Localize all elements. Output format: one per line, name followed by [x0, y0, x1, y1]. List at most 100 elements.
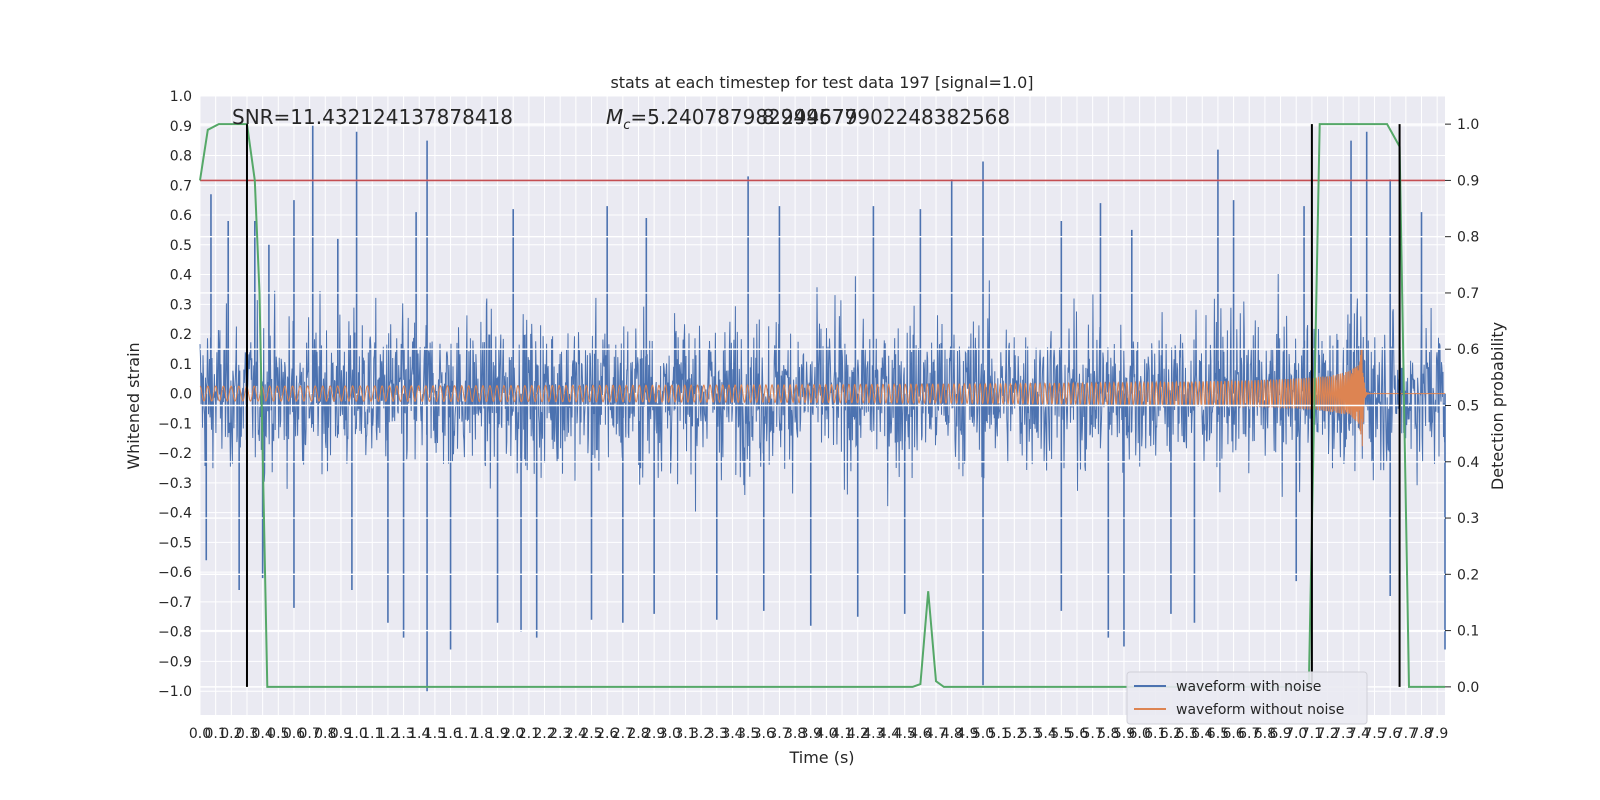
x-tick-label: 4.4: [878, 726, 900, 742]
x-axis-label: Time (s): [788, 748, 854, 767]
x-tick-label: 6.3: [1175, 726, 1197, 742]
x-tick-label: 7.9: [1426, 726, 1448, 742]
x-tick-label: 5.1: [988, 726, 1010, 742]
left-tick-label: −1.0: [158, 684, 192, 700]
x-tick-label: 1.4: [408, 726, 430, 742]
x-tick-label: 0.6: [283, 726, 305, 742]
x-tick-label: 6.0: [1128, 726, 1150, 742]
right-tick-labels: 1.0 0.9 0.8 0.7 0.6 0.5 0.4 0.3 0.2 0.1 0.0: [1445, 117, 1479, 696]
x-tick-label: 6.4: [1191, 726, 1213, 742]
x-tick-label: 3.4: [721, 726, 743, 742]
x-tick-label: 1.2: [377, 726, 399, 742]
left-tick-label: −0.4: [158, 506, 192, 522]
x-tick-label: 2.0: [502, 726, 524, 742]
chart-title: stats at each timestep for test data 197…: [610, 73, 1033, 92]
x-tick-label: 3.8: [784, 726, 806, 742]
left-tick-label: 0.9: [170, 119, 192, 135]
left-tick-label: 0.8: [170, 149, 192, 165]
x-tick-label: 5.4: [1035, 726, 1057, 742]
right-tick-label: 1.0: [1457, 117, 1479, 133]
x-tick-label: 2.1: [518, 726, 540, 742]
x-tick-label: 7.0: [1285, 726, 1307, 742]
left-tick-label: 0.5: [170, 238, 192, 254]
x-tick-label: 3.9: [800, 726, 822, 742]
x-tick-label: 2.2: [533, 726, 555, 742]
x-tick-label: 5.7: [1082, 726, 1104, 742]
left-tick-label: −0.7: [158, 595, 192, 611]
right-tick-label: 0.9: [1457, 173, 1479, 189]
x-tick-label: 3.3: [706, 726, 728, 742]
x-tick-label: 0.8: [314, 726, 336, 742]
x-tick-label: 7.1: [1301, 726, 1323, 742]
chirp-mass-overlap-annotation: 8.294579902248382568: [762, 105, 1010, 129]
x-tick-label: 1.1: [361, 726, 383, 742]
x-tick-label: 4.3: [862, 726, 884, 742]
chirp-mass-value: =5.240787982949677: [630, 105, 857, 129]
chirp-mass-symbol: M: [606, 105, 623, 129]
left-tick-labels: 1.0 0.9 0.8 0.7 0.6 0.5 0.4 0.3 0.2 0.1 0.0 −0.1 −0.…: [158, 89, 192, 700]
right-tick-label: 0.7: [1457, 286, 1479, 302]
left-tick-label: 0.4: [170, 268, 192, 284]
x-tick-label: 6.1: [1144, 726, 1166, 742]
x-tick-label: 3.0: [659, 726, 681, 742]
x-tick-label: 4.2: [847, 726, 869, 742]
x-tick-labels: 0.00.10.20.30.40.50.60.70.80.91.01.11.21…: [189, 726, 1448, 742]
x-tick-label: 3.2: [690, 726, 712, 742]
x-tick-label: 1.8: [471, 726, 493, 742]
left-tick-label: −0.6: [158, 565, 192, 581]
x-tick-label: 0.9: [330, 726, 352, 742]
x-tick-label: 4.0: [815, 726, 837, 742]
probability-line: [199, 123, 1445, 688]
x-tick-label: 0.0: [189, 726, 211, 742]
x-tick-label: 4.8: [941, 726, 963, 742]
x-tick-label: 3.7: [768, 726, 790, 742]
chirp-mass-subscript: c: [623, 118, 630, 133]
legend-entry-signal: waveform without noise: [1176, 702, 1344, 718]
legend-entry-noise: waveform with noise: [1176, 679, 1321, 695]
left-axis-label: Whitened strain: [124, 342, 143, 469]
x-tick-label: 1.6: [439, 726, 461, 742]
x-tick-label: 2.5: [580, 726, 602, 742]
x-tick-label: 6.9: [1269, 726, 1291, 742]
left-tick-label: 0.1: [170, 357, 192, 373]
right-tick-label: 0.2: [1457, 567, 1479, 583]
right-tick-label: 0.5: [1457, 399, 1479, 415]
x-tick-label: 4.9: [956, 726, 978, 742]
left-tick-label: −0.3: [158, 476, 192, 492]
x-tick-label: 4.5: [894, 726, 916, 742]
x-tick-label: 7.7: [1395, 726, 1417, 742]
x-tick-label: 6.8: [1254, 726, 1276, 742]
right-tick-label: 0.1: [1457, 624, 1479, 640]
x-tick-label: 5.0: [972, 726, 994, 742]
x-tick-label: 1.9: [486, 726, 508, 742]
probability-series: [199, 123, 1445, 688]
left-tick-label: −0.2: [158, 446, 192, 462]
x-tick-label: 2.4: [565, 726, 587, 742]
x-tick-label: 3.1: [674, 726, 696, 742]
left-tick-label: −0.5: [158, 535, 192, 551]
x-tick-label: 1.7: [455, 726, 477, 742]
chirp-mass-annotation: Mc=5.240787982949677: [606, 105, 857, 133]
x-tick-label: 6.6: [1222, 726, 1244, 742]
left-tick-label: 0.7: [170, 178, 192, 194]
detection-markers: [245, 124, 1401, 687]
right-axis-label: Detection probability: [1488, 322, 1507, 490]
snr-annotation: SNR=11.432124137878418: [232, 105, 513, 129]
x-tick-label: 7.6: [1379, 726, 1401, 742]
clean-waveform-line: [199, 348, 1445, 447]
x-tick-label: 0.7: [298, 726, 320, 742]
right-tick-label: 0.8: [1457, 230, 1479, 246]
left-tick-label: 0.6: [170, 208, 192, 224]
x-tick-label: 7.2: [1316, 726, 1338, 742]
x-tick-label: 7.4: [1348, 726, 1370, 742]
x-tick-label: 2.6: [596, 726, 618, 742]
x-tick-label: 4.7: [925, 726, 947, 742]
x-tick-label: 2.7: [612, 726, 634, 742]
clean-waveform-series: [199, 348, 1445, 447]
x-tick-label: 3.6: [753, 726, 775, 742]
right-tick-label: 0.3: [1457, 511, 1479, 527]
x-tick-label: 0.3: [236, 726, 258, 742]
x-tick-label: 5.2: [1003, 726, 1025, 742]
